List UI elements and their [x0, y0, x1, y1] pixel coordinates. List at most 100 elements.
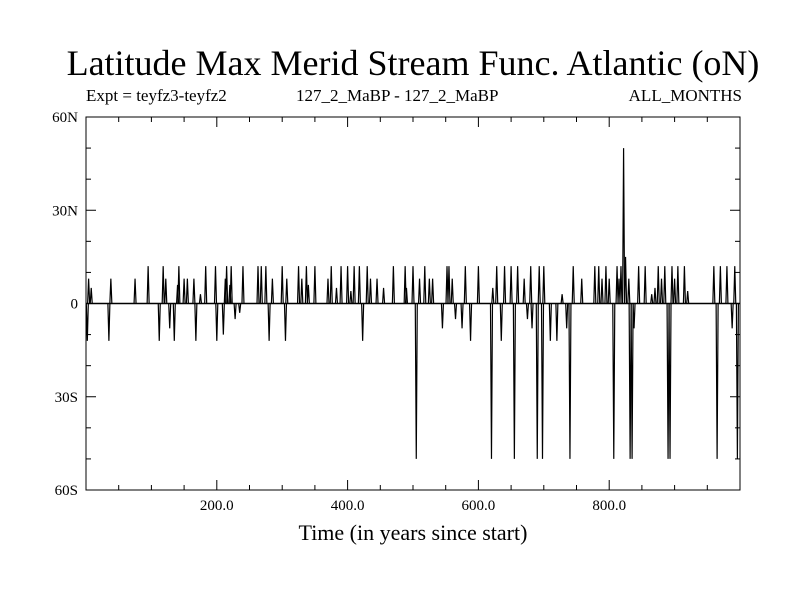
series-spike	[612, 303, 616, 459]
series-spike	[537, 266, 541, 304]
series-spike	[417, 278, 422, 304]
series-spike	[604, 266, 608, 304]
series-spike	[213, 266, 218, 304]
x-tick-label: 800.0	[592, 498, 626, 514]
series-spike	[161, 266, 165, 304]
series-spike	[659, 278, 664, 304]
y-tick-label: 0	[71, 297, 79, 313]
series-spike	[280, 266, 284, 304]
series-spike	[653, 287, 657, 304]
series-spike	[85, 303, 89, 341]
series-spike	[414, 303, 418, 459]
series-spike	[107, 303, 111, 341]
series-spike	[673, 278, 677, 304]
series-spike	[600, 278, 604, 304]
series-spike	[411, 266, 415, 304]
series-spike	[339, 266, 343, 304]
series-spike	[445, 266, 449, 304]
series-spike	[329, 266, 333, 304]
series-spike	[450, 278, 454, 304]
series-spike	[109, 278, 113, 304]
series-spike	[368, 278, 373, 304]
series-spike	[535, 303, 539, 459]
series-spike	[516, 266, 520, 304]
series-spike	[304, 266, 308, 304]
series-spike	[172, 303, 176, 341]
series-spike	[632, 303, 636, 329]
series-spike	[346, 266, 350, 304]
y-tick-label: 60S	[55, 483, 78, 499]
series-spike	[204, 266, 208, 304]
series-spike	[499, 303, 503, 341]
series-spike	[259, 266, 263, 304]
series-spike	[676, 266, 680, 304]
series-spike	[267, 303, 271, 341]
x-tick-label: 400.0	[331, 498, 365, 514]
series-spike	[192, 278, 196, 304]
series-spike	[391, 266, 395, 304]
series-spike	[712, 266, 716, 304]
series-spike	[431, 278, 435, 304]
series-spike	[89, 287, 93, 304]
series-spike	[568, 303, 572, 459]
series-spike	[615, 266, 619, 304]
series-spike	[580, 278, 584, 304]
series-spike	[725, 266, 729, 304]
series-spike	[628, 303, 632, 459]
series-spike	[241, 266, 245, 304]
series-spike	[548, 303, 552, 341]
series-spike	[656, 266, 660, 304]
x-axis-label: Time (in years since start)	[298, 520, 528, 545]
series-spike	[530, 303, 534, 329]
series-spike	[643, 266, 647, 304]
series-spike	[221, 303, 225, 335]
series-spike	[285, 278, 289, 304]
series-spike	[198, 294, 203, 304]
series-spike	[352, 266, 356, 304]
series-spike	[597, 266, 601, 304]
series-spike	[296, 266, 301, 304]
series-spike	[357, 266, 361, 304]
months-label: ALL_MONTHS	[628, 86, 742, 105]
series-spike	[560, 294, 564, 304]
series-spike	[733, 266, 737, 304]
series-spike	[525, 303, 530, 320]
series-spike	[555, 303, 559, 341]
x-tick-label: 600.0	[462, 498, 496, 514]
series-spike	[607, 278, 611, 304]
series-spike	[283, 303, 288, 341]
series-spike	[663, 266, 667, 304]
series-spike	[686, 291, 690, 304]
series-spike	[682, 266, 687, 304]
y-tick-label: 30S	[55, 390, 78, 406]
y-tick-label: 30N	[52, 203, 78, 219]
series-spike	[427, 278, 431, 304]
series-spike	[326, 278, 330, 304]
series-spike	[256, 266, 260, 304]
series-spike	[630, 303, 634, 459]
series-spike	[349, 291, 353, 304]
series-spike	[361, 303, 365, 341]
series-spike	[423, 266, 427, 304]
y-tick-label: 60N	[52, 110, 78, 126]
series-spike	[512, 303, 516, 459]
series-spike	[522, 278, 526, 304]
x-tick-label: 200.0	[200, 498, 234, 514]
series-spike	[313, 266, 317, 304]
series-spike	[468, 303, 473, 341]
series-spike	[670, 266, 674, 304]
series-spike	[157, 303, 161, 341]
series-spike	[146, 266, 150, 304]
series-spike	[476, 266, 480, 304]
series-spike	[185, 278, 189, 304]
series-spike	[715, 303, 719, 459]
series-spike	[264, 266, 268, 304]
series-spike	[270, 278, 274, 304]
series-spike	[381, 287, 386, 304]
series-spike	[621, 148, 626, 304]
series-spike	[440, 303, 445, 329]
series-spike	[133, 278, 137, 304]
series-spike	[489, 303, 494, 459]
series-spike	[238, 303, 242, 313]
